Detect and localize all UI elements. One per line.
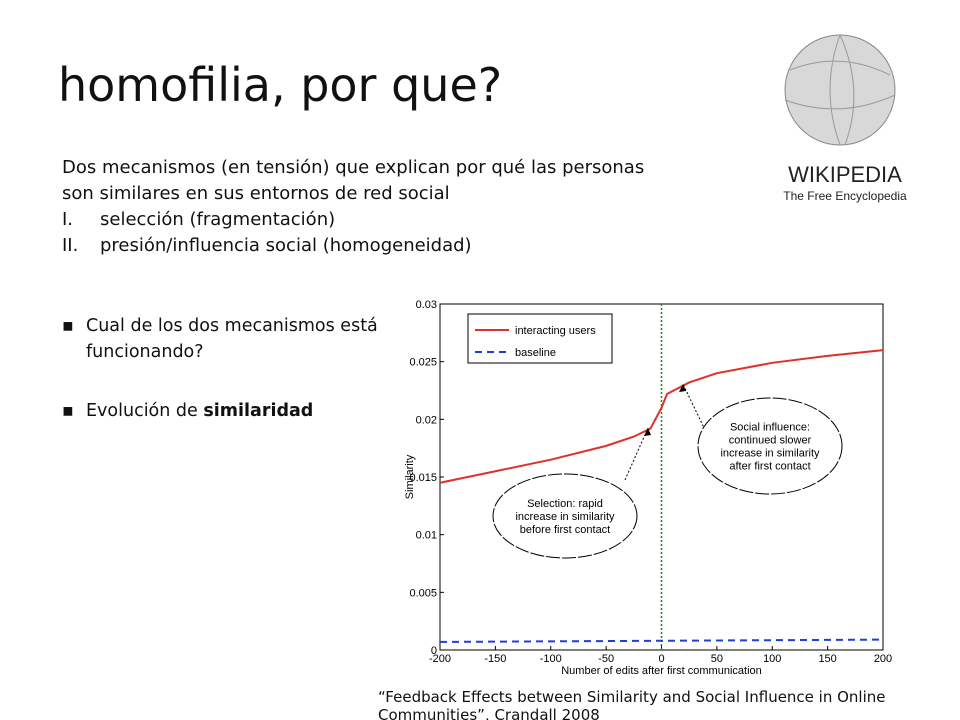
legend-label: interacting users [515, 325, 596, 337]
annotation-cloud [697, 397, 843, 495]
x-axis-label: Number of edits after first communicatio… [561, 665, 762, 674]
globe-lines [784, 34, 896, 146]
globe [784, 34, 896, 146]
x-tick-label: -50 [598, 653, 614, 665]
chart: -200 -150 -100 -50 0 50 100 150 200 0 0.005 0.01 0.0… [397, 290, 897, 674]
annotation-cloud [492, 473, 638, 559]
line [439, 638, 884, 643]
x-tick-label: -100 [540, 653, 562, 665]
bullet-bold: similaridad [203, 401, 314, 421]
item-text: presión/influencia social (homogeneidad) [100, 235, 472, 256]
slide-title: homofilia, por que? [58, 58, 503, 112]
x-tick-label: -200 [429, 653, 451, 665]
annotation-text: Selection: rapid [527, 498, 603, 510]
bullet: Evolución de similaridad [62, 398, 396, 424]
item-num: II. [62, 235, 79, 256]
annotation-text: Social influence: [730, 422, 810, 434]
citation: “Feedback Effects between Similarity and… [378, 688, 886, 720]
annotation-text: increase in similarity [515, 511, 615, 523]
y-tick-label: 0.005 [409, 587, 437, 599]
y-tick-label: 0.015 [409, 472, 437, 484]
logo-name: WIKIPEDIA [788, 162, 902, 187]
legend-box [467, 313, 613, 364]
arrow-head [644, 428, 651, 436]
x-tick-label: 100 [763, 653, 781, 665]
bullet-text: Evolución de [86, 401, 204, 421]
y-axis-label: Similarity [404, 454, 416, 499]
y-tick-label: 0.01 [416, 530, 437, 542]
annotation-text: before first contact [520, 524, 611, 536]
x-tick-label: 150 [818, 653, 836, 665]
y-tick-label: 0.025 [409, 357, 437, 369]
logo: WIKIPEDIA The Free Encyclopedia [783, 34, 907, 203]
y-tick-label: 0.02 [416, 414, 437, 426]
intro-line: son similares en sus entornos de red soc… [62, 183, 450, 204]
x-tick-label: 0 [658, 653, 664, 665]
annotation-text: continued slower [729, 435, 812, 447]
legend-label: baseline [515, 347, 556, 359]
line [439, 349, 884, 484]
y-tick-label: 0 [431, 645, 437, 657]
annotation-text: increase in similarity [720, 448, 820, 460]
x-tick-label: -150 [484, 653, 506, 665]
annotation-arrow [682, 383, 706, 431]
logo-tagline: The Free Encyclopedia [783, 189, 907, 203]
bullet: Cual de los dos mecanismos está funciona… [62, 313, 396, 365]
intro-line: Dos mecanismos (en tensión) que explican… [62, 157, 645, 178]
arrow-head [679, 384, 686, 392]
item-num: I. [62, 209, 74, 230]
item-text: selección (fragmentación) [100, 209, 336, 230]
y-tick-label: 0.03 [416, 299, 437, 311]
x-tick-label: 200 [874, 653, 892, 665]
x-tick-label: 50 [711, 653, 723, 665]
annotation-text: after first contact [729, 461, 810, 473]
annotation-arrow [624, 427, 649, 481]
